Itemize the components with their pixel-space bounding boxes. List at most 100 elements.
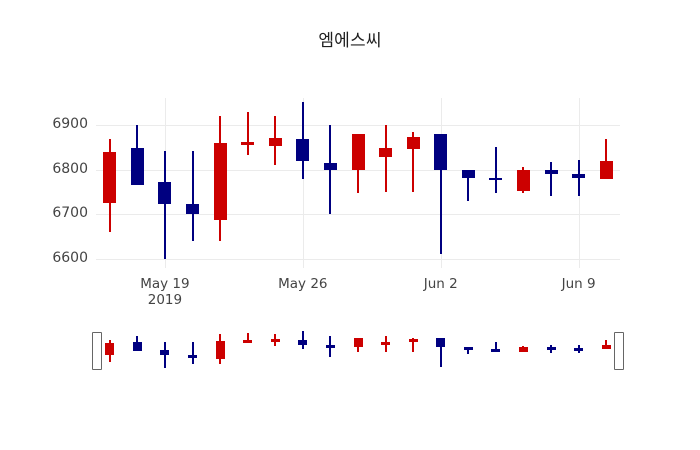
candlestick[interactable] (186, 98, 200, 268)
rangeslider-candlestick (160, 326, 170, 374)
candle-body (489, 177, 503, 180)
candle-body (434, 133, 448, 170)
candle-body (103, 151, 117, 204)
plot-area[interactable] (96, 98, 620, 268)
rangeslider-candlestick (325, 326, 335, 374)
candlestick[interactable] (323, 98, 337, 268)
rangeslider-candle-body (215, 340, 225, 359)
rangeslider-candlestick (215, 326, 225, 374)
horizontal-gridline (96, 124, 620, 126)
candlestick[interactable] (489, 98, 503, 268)
candle-body (268, 138, 282, 147)
candle-wick (329, 124, 332, 215)
rangeslider-candle-body (325, 345, 335, 349)
candlestick[interactable] (379, 98, 393, 268)
x-axis-tick-label: May 19 2019 (140, 276, 190, 308)
candlestick[interactable] (268, 98, 282, 268)
horizontal-gridline (96, 214, 620, 216)
rangeslider-candle-wick (191, 342, 194, 364)
rangeslider-candle-body (408, 339, 418, 343)
rangeslider-candle-wick (605, 339, 608, 350)
rangeslider-candlestick (463, 326, 473, 374)
rangeslider-candle-body (160, 349, 170, 356)
candle-body (323, 162, 337, 170)
rangeslider-candlestick (105, 326, 115, 374)
candlestick[interactable] (213, 98, 227, 268)
candlestick[interactable] (296, 98, 310, 268)
rangeslider-candlestick (188, 326, 198, 374)
rangeslider-candlestick (436, 326, 446, 374)
rangeslider-candle-body (463, 347, 473, 351)
candle-wick (577, 159, 580, 196)
candle-body (351, 133, 365, 170)
rangeslider-right-handle[interactable] (614, 332, 624, 370)
candle-body (572, 174, 586, 178)
rangeslider-candlestick (601, 326, 611, 374)
rangeslider-candlestick (518, 326, 528, 374)
candle-body (213, 142, 227, 220)
rangeslider-candlestick (132, 326, 142, 374)
candle-body (130, 148, 144, 186)
y-axis-tick-label: 6800 (52, 160, 88, 177)
y-axis-tick-label: 6900 (52, 115, 88, 132)
rangeslider-candlestick (298, 326, 308, 374)
candle-body (461, 170, 475, 178)
candle-wick (550, 161, 553, 196)
rangeslider-candle-wick (494, 341, 497, 353)
rangeslider-candlestick (381, 326, 391, 374)
chart-title: 엠에스씨 (318, 31, 382, 51)
rangeslider-candlestick (353, 326, 363, 374)
candlestick[interactable] (461, 98, 475, 268)
rangeslider-candle-body (574, 347, 584, 351)
candlestick[interactable] (351, 98, 365, 268)
x-axis-tick-label: Jun 9 (561, 276, 596, 292)
candle-body (379, 148, 393, 158)
candlestick[interactable] (572, 98, 586, 268)
candle-body (158, 182, 172, 205)
rangeslider-candlestick (270, 326, 280, 374)
candle-wick (439, 133, 442, 254)
candle-wick (467, 169, 470, 201)
candle-body (406, 137, 420, 150)
x-axis-tick-label: May 26 (278, 276, 328, 292)
candlestick[interactable] (241, 98, 255, 268)
rangeslider-candle-body (243, 340, 253, 344)
rangeslider-candlestick (408, 326, 418, 374)
candle-wick (163, 150, 166, 260)
horizontal-gridline (96, 259, 620, 261)
rangeslider-candle-body (353, 338, 363, 347)
candlestick[interactable] (544, 98, 558, 268)
rangeslider-candle-body (518, 346, 528, 352)
rangeslider-candlestick (491, 326, 501, 374)
candlestick[interactable] (158, 98, 172, 268)
x-axis-tick-label: Jun 2 (423, 276, 458, 292)
candlestick[interactable] (130, 98, 144, 268)
candle-body (296, 139, 310, 161)
y-axis-tick-label: 6700 (52, 205, 88, 222)
rangeslider-candlestick (574, 326, 584, 374)
rangeslider-left-handle[interactable] (92, 332, 102, 370)
candlestick[interactable] (516, 98, 530, 268)
candle-wick (384, 124, 387, 192)
rangeslider-candle-body (546, 346, 556, 350)
rangeslider-candle-body (105, 342, 115, 355)
rangeslider-candle-body (491, 348, 501, 352)
y-axis-tick-label: 6600 (52, 250, 88, 267)
rangeslider-candle-body (188, 355, 198, 359)
candlestick[interactable] (103, 98, 117, 268)
rangeslider-candle-wick (439, 338, 442, 367)
vertical-gridline (302, 98, 304, 268)
candle-wick (191, 150, 194, 242)
candlestick[interactable] (599, 98, 613, 268)
rangeslider-candle-wick (467, 346, 470, 355)
rangeslider-candle-wick (412, 337, 415, 353)
rangeslider[interactable] (92, 326, 624, 374)
rangeslider-candle-body (601, 344, 611, 350)
rangeslider-candle-body (132, 341, 142, 351)
candlestick[interactable] (434, 98, 448, 268)
candlestick[interactable] (406, 98, 420, 268)
rangeslider-candle-wick (246, 333, 249, 344)
candle-body (516, 169, 530, 192)
rangeslider-candlestick (243, 326, 253, 374)
